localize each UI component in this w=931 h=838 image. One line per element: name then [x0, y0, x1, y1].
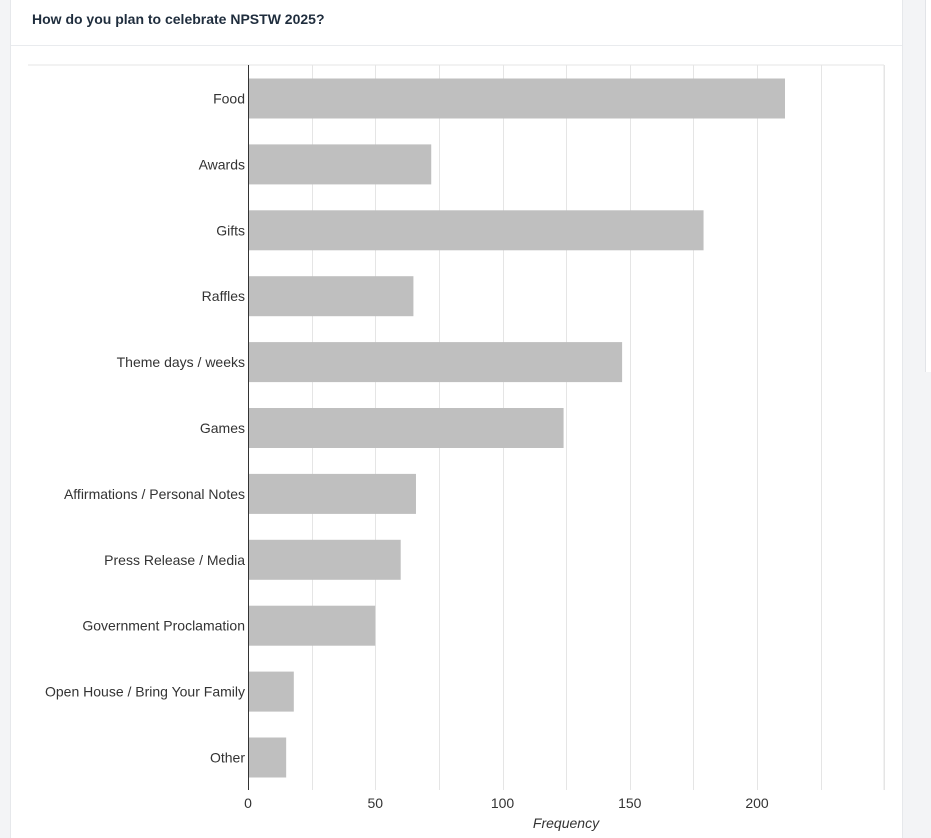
category-label: Food: [213, 91, 245, 107]
bar-9: [248, 671, 294, 712]
category-label: Awards: [199, 156, 245, 172]
bar-0: [248, 78, 785, 119]
chart-title: How do you plan to celebrate NPSTW 2025?: [32, 11, 325, 27]
x-tick-label: 0: [244, 795, 252, 811]
bar-1: [248, 144, 432, 185]
category-label: Raffles: [202, 288, 245, 304]
x-tick-label: 100: [491, 795, 515, 811]
card-header: How do you plan to celebrate NPSTW 2025?: [11, 0, 902, 46]
side-panel: [925, 0, 931, 372]
category-label: Theme days / weeks: [117, 354, 245, 370]
x-tick-label: 150: [618, 795, 642, 811]
bar-10: [248, 737, 287, 778]
category-label: Government Proclamation: [82, 618, 245, 634]
bar-5: [248, 408, 564, 448]
x-axis-title: Frequency: [533, 815, 600, 831]
category-label: Open House / Bring Your Family: [45, 684, 245, 700]
category-label: Press Release / Media: [104, 552, 245, 568]
bar-2: [248, 210, 704, 251]
x-tick-label: 50: [367, 795, 383, 811]
bar-3: [248, 276, 414, 317]
x-tick-label: 200: [745, 795, 769, 811]
category-label: Gifts: [216, 222, 245, 238]
bar-8: [248, 605, 376, 646]
category-label: Other: [210, 750, 245, 766]
bar-4: [248, 342, 623, 383]
bar-6: [248, 473, 416, 514]
category-label: Affirmations / Personal Notes: [64, 486, 245, 502]
bar-7: [248, 539, 401, 580]
category-label: Games: [200, 420, 245, 436]
